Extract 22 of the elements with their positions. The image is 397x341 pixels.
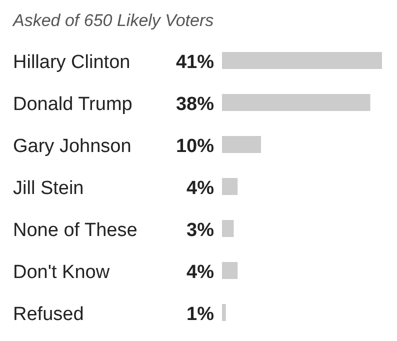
y-tick-label: None of These	[13, 220, 138, 241]
bar	[222, 52, 382, 69]
data-label: 1%	[186, 304, 214, 325]
data-label: 3%	[186, 220, 214, 241]
data-label: 10%	[176, 136, 214, 157]
y-tick-label: Refused	[13, 304, 84, 325]
bar	[222, 262, 238, 279]
y-tick-label: Don't Know	[13, 262, 110, 283]
y-tick-label: Donald Trump	[13, 94, 132, 115]
bar	[222, 94, 370, 111]
chart-title: Asked of 650 Likely Voters	[12, 11, 214, 30]
bar	[222, 220, 234, 237]
bar	[222, 178, 238, 195]
data-label: 38%	[176, 94, 214, 115]
data-label: 41%	[176, 52, 214, 73]
bar	[222, 304, 226, 321]
data-label: 4%	[186, 178, 214, 199]
y-tick-label: Gary Johnson	[13, 136, 132, 157]
y-tick-label: Hillary Clinton	[13, 52, 130, 73]
y-tick-label: Jill Stein	[13, 178, 84, 199]
bar	[222, 136, 262, 153]
data-label: 4%	[186, 262, 214, 283]
